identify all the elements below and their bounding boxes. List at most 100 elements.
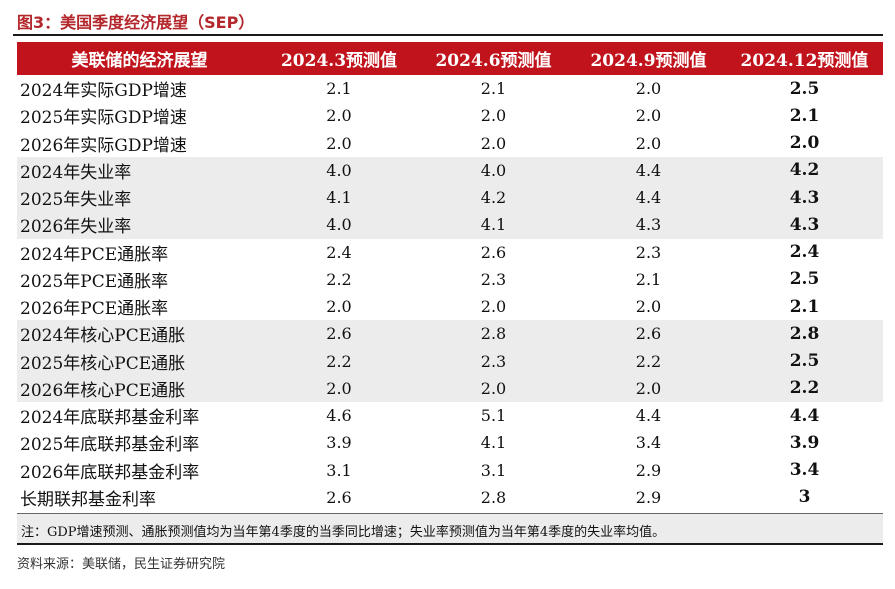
figure-title: 图3：美国季度经济展望（SEP）	[17, 13, 255, 32]
table-row: 2026年底联邦基金利率 3.1 3.1 2.9 3.4	[17, 457, 883, 484]
cell-2024-3: 2.2	[326, 269, 352, 289]
header-2024-3: 2024.3预测值	[280, 51, 398, 71]
row-label: 2025年核心PCE通胀	[20, 353, 186, 374]
footnote-text: 注：GDP增速预测、通胀预测值均为当年第4季度的当季同比增速；失业率预测值为当年…	[21, 525, 666, 540]
cell-2024-6: 4.1	[480, 215, 507, 235]
table-row: 2025年核心PCE通胀 2.2 2.3 2.2 2.5	[17, 347, 883, 375]
cell-2024-6: 4.1	[480, 433, 507, 453]
cell-2024-6: 2.6	[480, 242, 507, 262]
cell-2024-9: 2.2	[635, 351, 662, 371]
table-row: 2024年底联邦基金利率 4.6 5.1 4.4 4.4	[17, 402, 883, 429]
cell-2024-9: 2.0	[635, 133, 662, 153]
row-label: 2024年失业率	[20, 162, 132, 183]
source-text: 资料来源：美联储，民生证券研究院	[17, 557, 226, 572]
cell-2024-9: 2.9	[635, 460, 662, 480]
cell-2024-6: 2.1	[480, 79, 507, 99]
row-label: 长期联邦基金利率	[20, 489, 156, 510]
cell-2024-12: 2.5	[789, 78, 820, 99]
row-label: 2025年底联邦基金利率	[20, 435, 200, 456]
cell-2024-12: 4.3	[789, 214, 820, 235]
cell-2024-12: 3	[798, 487, 811, 508]
cell-2024-6: 3.1	[480, 460, 507, 480]
cell-2024-12: 3.4	[789, 460, 820, 481]
sep-table-container: 美联储的经济展望 2024.3预测值 2024.6预测值 2024.9预测值 2…	[17, 42, 883, 511]
cell-2024-9: 2.0	[635, 106, 662, 126]
row-label: 2024年底联邦基金利率	[20, 408, 200, 429]
cell-2024-6: 2.0	[480, 133, 507, 153]
row-label: 2026年PCE通胀率	[20, 299, 169, 320]
row-label: 2024年核心PCE通胀	[20, 326, 186, 347]
cell-2024-12: 4.4	[789, 405, 820, 426]
cell-2024-9: 4.4	[635, 188, 662, 208]
table-row: 2025年失业率 4.1 4.2 4.4 4.3	[17, 184, 883, 212]
header-2024-9: 2024.9预测值	[590, 51, 707, 71]
table-row: 2026年PCE通胀率 2.0 2.0 2.0 2.1	[17, 293, 883, 320]
cell-2024-12: 2.1	[789, 105, 820, 126]
row-label: 2025年PCE通胀率	[20, 271, 169, 292]
cell-2024-9: 2.0	[635, 378, 662, 398]
cell-2024-3: 2.0	[326, 133, 352, 153]
header-2024-6: 2024.6预测值	[435, 51, 552, 71]
cell-2024-12: 2.5	[789, 269, 820, 290]
table-row: 2024年PCE通胀率 2.4 2.6 2.3 2.4	[17, 239, 883, 266]
table-header-row: 美联储的经济展望 2024.3预测值 2024.6预测值 2024.9预测值 2…	[17, 42, 883, 75]
cell-2024-9: 2.1	[635, 269, 662, 289]
cell-2024-3: 2.6	[326, 324, 352, 344]
cell-2024-9: 4.4	[635, 406, 662, 426]
table-row: 2026年实际GDP增速 2.0 2.0 2.0 2.0	[17, 130, 883, 157]
cell-2024-3: 4.6	[326, 406, 352, 426]
cell-2024-6: 2.0	[480, 297, 507, 317]
table-row: 2025年PCE通胀率 2.2 2.3 2.1 2.5	[17, 266, 883, 293]
table-row: 2025年底联邦基金利率 3.9 4.1 3.4 3.9	[17, 429, 883, 456]
cell-2024-6: 2.8	[480, 324, 507, 344]
cell-2024-9: 2.0	[635, 79, 662, 99]
cell-2024-6: 2.8	[480, 487, 507, 507]
cell-2024-6: 2.3	[480, 269, 507, 289]
cell-2024-12: 3.9	[789, 432, 820, 453]
cell-2024-12: 4.3	[789, 187, 820, 208]
row-label: 2024年PCE通胀率	[20, 244, 169, 265]
row-label: 2026年底联邦基金利率	[20, 462, 200, 483]
row-label: 2024年实际GDP增速	[20, 81, 187, 102]
cell-2024-9: 2.3	[635, 242, 662, 262]
cell-2024-12: 2.4	[789, 242, 820, 263]
cell-2024-3: 3.1	[326, 460, 352, 480]
cell-2024-6: 4.2	[480, 188, 507, 208]
cell-2024-3: 2.4	[326, 242, 352, 262]
cell-2024-9: 4.3	[635, 215, 662, 235]
cell-2024-9: 2.0	[635, 297, 662, 317]
table-footnote: 注：GDP增速预测、通胀预测值均为当年第4季度的当季同比增速；失业率预测值为当年…	[17, 513, 883, 545]
cell-2024-12: 2.5	[789, 351, 820, 372]
table-row: 2026年失业率 4.0 4.1 4.3 4.3	[17, 211, 883, 239]
cell-2024-12: 2.1	[789, 296, 820, 317]
cell-2024-6: 5.1	[480, 406, 507, 426]
cell-2024-3: 2.0	[326, 378, 352, 398]
row-label: 2026年核心PCE通胀	[20, 380, 186, 401]
cell-2024-3: 2.1	[326, 79, 352, 99]
row-label: 2025年实际GDP增速	[20, 108, 187, 129]
table-row: 2024年失业率 4.0 4.0 4.4 4.2	[17, 156, 883, 184]
table-row: 2024年实际GDP增速 2.1 2.1 2.0 2.5	[17, 75, 883, 102]
cell-2024-12: 2.2	[789, 378, 820, 399]
cell-2024-3: 2.0	[326, 106, 352, 126]
cell-2024-9: 4.4	[635, 160, 662, 180]
sep-table: 美联储的经济展望 2024.3预测值 2024.6预测值 2024.9预测值 2…	[17, 42, 883, 511]
cell-2024-9: 2.6	[635, 324, 662, 344]
cell-2024-3: 2.6	[326, 487, 352, 507]
cell-2024-12: 2.8	[789, 323, 820, 344]
figure-title-bar: 图3：美国季度经济展望（SEP）	[13, 6, 883, 36]
cell-2024-6: 4.0	[480, 160, 507, 180]
row-label: 2026年实际GDP增速	[20, 135, 187, 156]
cell-2024-3: 2.2	[326, 351, 352, 371]
cell-2024-3: 4.1	[326, 188, 352, 208]
cell-2024-6: 2.0	[480, 106, 507, 126]
cell-2024-12: 4.2	[789, 160, 820, 181]
cell-2024-3: 2.0	[326, 297, 352, 317]
header-outlook: 美联储的经济展望	[71, 51, 208, 71]
cell-2024-9: 3.4	[635, 433, 662, 453]
cell-2024-6: 2.0	[480, 378, 507, 398]
cell-2024-6: 2.3	[480, 351, 507, 371]
table-row: 2026年核心PCE通胀 2.0 2.0 2.0 2.2	[17, 374, 883, 402]
table-row: 2025年实际GDP增速 2.0 2.0 2.0 2.1	[17, 102, 883, 129]
row-label: 2025年失业率	[20, 190, 132, 211]
